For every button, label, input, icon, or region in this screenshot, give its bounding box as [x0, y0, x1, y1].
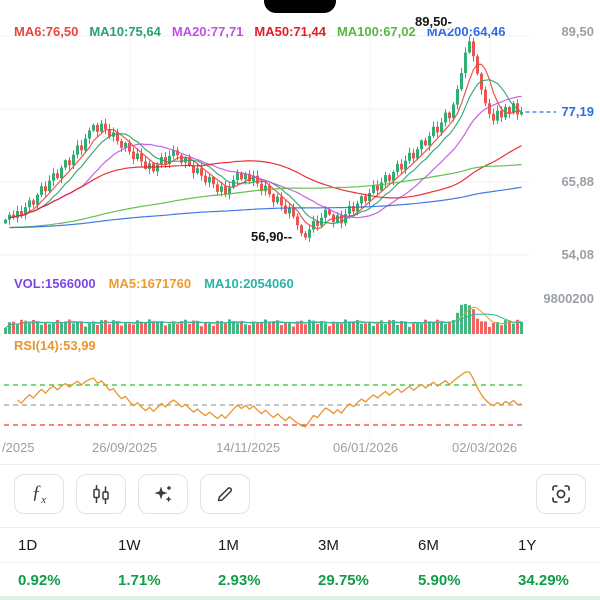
ai-tools-button[interactable]	[138, 474, 188, 514]
period-1y: 1Y	[518, 536, 537, 554]
y-axis-label-low: 54,08	[560, 247, 595, 262]
period-1m: 1M	[218, 536, 239, 554]
indicator-formula-button[interactable]: ƒx	[14, 474, 64, 514]
change-1m: 2.93%	[218, 571, 261, 589]
period-3m: 3M	[318, 536, 339, 554]
y-axis-label-mid: 65,88	[560, 174, 595, 189]
ma20-label: MA20:77,71	[171, 24, 244, 39]
x-axis-date-2: 14/11/2025	[216, 440, 281, 455]
fullscreen-chart-button[interactable]	[536, 474, 586, 514]
x-axis-date-0: /2025	[2, 440, 35, 455]
formula-icon: ƒx	[31, 482, 47, 506]
change-1w: 1.71%	[118, 571, 161, 589]
ma50-label: MA50:71,44	[254, 24, 326, 39]
period-1w: 1W	[118, 536, 141, 554]
ma100-label: MA100:67,02	[336, 24, 416, 39]
change-1y: 34.29%	[518, 571, 569, 589]
change-1d: 0.92%	[18, 571, 61, 589]
volume-axis-max-label: 9800200	[542, 291, 595, 306]
chart-type-button[interactable]	[76, 474, 126, 514]
period-1d: 1D	[18, 536, 38, 554]
price-ma-legend: MA6:76,50 MA10:75,64 MA20:77,71 MA50:71,…	[14, 24, 506, 40]
rsi-label: RSI(14):53,99	[14, 338, 96, 353]
dynamic-island	[264, 0, 336, 13]
x-axis-date-4: 02/03/2026	[452, 440, 518, 455]
draw-button[interactable]	[200, 474, 250, 514]
divider-above-table	[0, 527, 600, 528]
x-axis-date-3: 06/01/2026	[333, 440, 399, 455]
change-3m: 29.75%	[318, 571, 369, 589]
sparkles-icon	[154, 486, 172, 503]
x-axis-date-1: 26/09/2025	[92, 440, 158, 455]
vol-ma10-label: MA10:2054060	[204, 276, 294, 291]
change-6m: 5.90%	[418, 571, 461, 589]
volume-legend: VOL:1566000 MA5:1671760 MA10:2054060	[14, 276, 294, 292]
ma10-label: MA10:75,64	[89, 24, 161, 39]
performance-table: 1D 1W 1M 3M 6M 1Y 0.92% 1.71% 2.93% 29.7…	[0, 528, 600, 597]
rsi-legend: RSI(14):53,99	[14, 338, 96, 354]
vol-label: VOL:1566000	[14, 276, 96, 291]
low-price-annotation: 56,90--	[250, 229, 294, 244]
divider-above-toolbar	[0, 464, 600, 465]
period-6m: 6M	[418, 536, 439, 554]
current-price-label: 77,19	[560, 104, 595, 119]
high-price-annotation: 89,50-	[414, 14, 453, 29]
scan-viewfinder-icon	[552, 485, 570, 503]
y-axis-label-high: 89,50	[560, 24, 595, 39]
ma6-label: MA6:76,50	[14, 24, 79, 39]
period-change-row: 0.92% 1.71% 2.93% 29.75% 5.90% 34.29%	[0, 563, 600, 597]
vol-ma5-label: MA5:1671760	[108, 276, 192, 291]
period-header-row: 1D 1W 1M 3M 6M 1Y	[0, 528, 600, 563]
pencil-icon	[217, 487, 233, 502]
next-row-peek	[0, 596, 600, 600]
candlestick-icon	[93, 485, 109, 504]
candlestick-chart-canvas[interactable]	[0, 0, 600, 460]
